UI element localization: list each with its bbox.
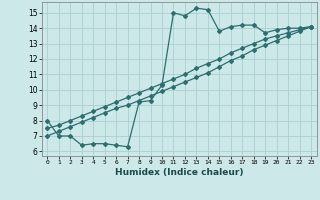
X-axis label: Humidex (Indice chaleur): Humidex (Indice chaleur) [115, 168, 244, 177]
